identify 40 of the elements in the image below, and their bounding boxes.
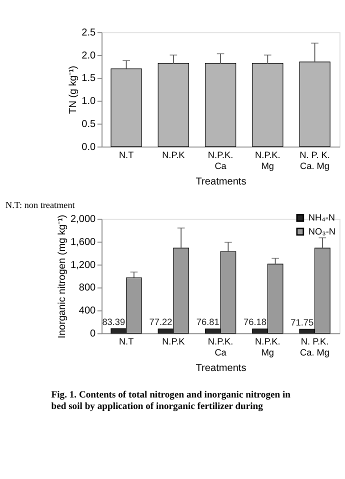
x-tick-label: N.P.K — [162, 150, 185, 160]
y-tick-label: 0.0 — [82, 142, 96, 153]
legend-label: NO₃-N — [308, 226, 336, 236]
legend-label: NH₄-N — [308, 212, 335, 223]
y-tick-label: 1,600 — [70, 236, 96, 248]
bar — [110, 68, 142, 147]
x-tick-label: N.P.K. Mg — [255, 150, 280, 171]
data-label: 76.81 — [196, 317, 220, 328]
text: N.T: non treatment — [5, 200, 76, 210]
bar — [299, 62, 330, 147]
y-tick-label: 1.0 — [82, 96, 96, 108]
x-tick-label: N. P. K. Ca. Mg — [300, 150, 330, 171]
x-tick-label: N.P.K. Mg — [255, 336, 280, 358]
data-label: 76.18 — [244, 317, 266, 328]
x-tick-label: N.P.K. Ca — [208, 150, 234, 171]
bar — [204, 63, 236, 147]
y-tick-label: 0.5 — [82, 118, 96, 130]
x-tick-label: N.T — [118, 336, 134, 347]
bar — [252, 63, 284, 147]
data-label: 71.75 — [290, 318, 314, 328]
y-tick-label: 1.5 — [82, 73, 96, 84]
bar — [158, 63, 190, 147]
y-axis-title: Inorganic nitrogen (mg kg⁻¹) — [56, 214, 68, 338]
data-label: 77.22 — [149, 317, 172, 328]
data-label: 83.39 — [102, 316, 126, 327]
y-tick-label: 2.5 — [82, 27, 96, 38]
x-tick-label: N.T — [118, 150, 134, 160]
x-tick-label: N. P.K. Ca. Mg — [300, 336, 330, 358]
y-tick-label: 800 — [78, 282, 96, 294]
caption: Fig. 1. Contents of total nitrogen and inorganic nitrogen in bed soil by application of inorganic fertilizer during — [51, 389, 292, 412]
y-tick-label: 400 — [78, 306, 96, 317]
y-tick-label: 1,200 — [70, 260, 96, 271]
y-axis-title: TN (g kg⁻¹) — [68, 66, 80, 114]
y-tick-label: 2.0 — [82, 50, 96, 62]
x-tick-label: N.P.K. Ca — [208, 336, 234, 358]
y-tick-label: 2,000 — [70, 214, 96, 226]
x-tick-label: N.P.K — [162, 336, 185, 347]
y-tick-label: 0 — [90, 328, 96, 340]
x-axis-title: Treatments — [196, 363, 246, 374]
x-axis-title: Treatments — [196, 176, 246, 188]
